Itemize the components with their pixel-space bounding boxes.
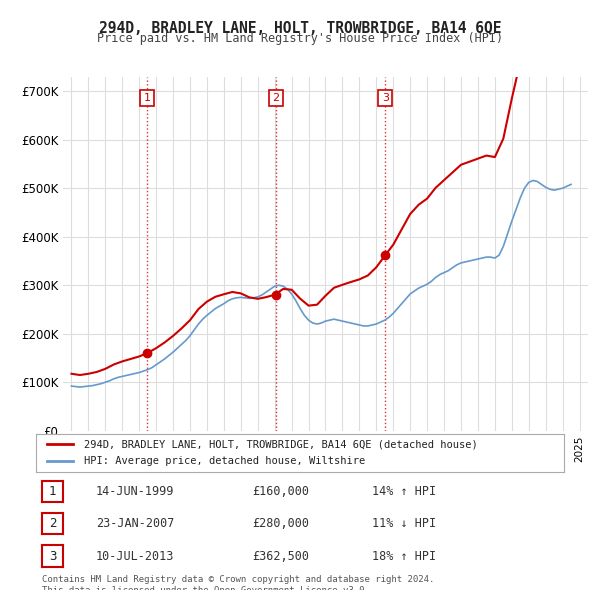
Text: HPI: Average price, detached house, Wiltshire: HPI: Average price, detached house, Wilt…	[83, 456, 365, 466]
Text: £362,500: £362,500	[252, 549, 309, 563]
Text: 2: 2	[49, 517, 56, 530]
Text: 1: 1	[143, 93, 151, 103]
Text: £160,000: £160,000	[252, 484, 309, 498]
Text: 10-JUL-2013: 10-JUL-2013	[96, 549, 175, 563]
Text: 11% ↓ HPI: 11% ↓ HPI	[372, 517, 436, 530]
Text: 294D, BRADLEY LANE, HOLT, TROWBRIDGE, BA14 6QE (detached house): 294D, BRADLEY LANE, HOLT, TROWBRIDGE, BA…	[83, 440, 477, 450]
Text: 2: 2	[272, 93, 280, 103]
Text: Contains HM Land Registry data © Crown copyright and database right 2024.
This d: Contains HM Land Registry data © Crown c…	[42, 575, 434, 590]
Text: 3: 3	[49, 549, 56, 563]
Text: 23-JAN-2007: 23-JAN-2007	[96, 517, 175, 530]
Text: 14-JUN-1999: 14-JUN-1999	[96, 484, 175, 498]
Text: 1: 1	[49, 484, 56, 498]
Text: Price paid vs. HM Land Registry's House Price Index (HPI): Price paid vs. HM Land Registry's House …	[97, 32, 503, 45]
Text: 3: 3	[382, 93, 389, 103]
Text: 294D, BRADLEY LANE, HOLT, TROWBRIDGE, BA14 6QE: 294D, BRADLEY LANE, HOLT, TROWBRIDGE, BA…	[99, 21, 501, 35]
Text: 18% ↑ HPI: 18% ↑ HPI	[372, 549, 436, 563]
Text: £280,000: £280,000	[252, 517, 309, 530]
Text: 14% ↑ HPI: 14% ↑ HPI	[372, 484, 436, 498]
